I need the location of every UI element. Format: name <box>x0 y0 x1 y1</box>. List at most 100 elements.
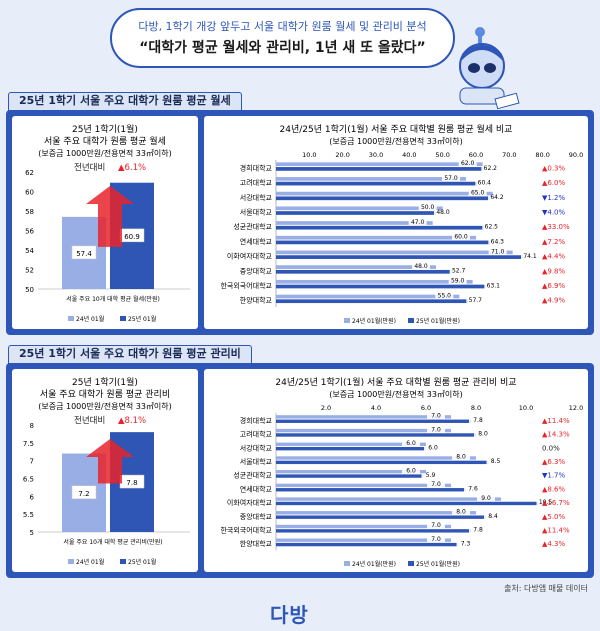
bar-2024 <box>276 456 476 460</box>
data-label: 60.0 <box>454 234 468 241</box>
x-category-label: 서울 주요 10개 대학 평균 월세(만원) <box>66 295 160 303</box>
y-tick-label: 52 <box>25 267 34 275</box>
data-label: 10.5 <box>539 499 553 506</box>
chart-subtitle-2: (보증금 1000만원/전용면적 33㎡이하) <box>38 148 172 158</box>
bar-2024 <box>276 428 451 433</box>
category-label: 성균관대학교 <box>233 222 272 231</box>
rent-compare-card: 24년/25년 1학기(1월) 서울 주요 대학별 원룸 평균 월세 비교 (보증… <box>204 116 588 329</box>
chart-title: 24년/25년 1학기(1월) 서울 주요 대학별 원룸 평균 월세 비교 <box>280 123 513 135</box>
data-label: 57.0 <box>444 175 458 182</box>
fee-summary-chart: 25년 1학기(1월)서울 주요 대학가 원룸 평균 관리비(보증금 1000만… <box>23 376 190 566</box>
fee-compare-chart: 24년/25년 1학기(1월) 서울 주요 대학별 원룸 평균 관리비 비교(보… <box>220 376 583 568</box>
bar-2025 <box>276 299 469 304</box>
annotation-bg <box>68 413 156 427</box>
legend-label: 24년 01월 <box>76 558 104 566</box>
chart-title: 24년/25년 1학기(1월) 서울 주요 대학별 원룸 평균 관리비 비교 <box>275 376 516 388</box>
data-label: 5.9 <box>426 472 436 479</box>
data-label-box <box>475 180 494 187</box>
change-label: ▲33.0% <box>542 223 570 231</box>
data-label-box <box>468 190 487 197</box>
fee-panel: 25년 1학기(1월) 서울 주요 대학가 원룸 평균 관리비 (보증금 1000만… <box>6 363 594 578</box>
category-label: 서강대학교 <box>240 193 273 202</box>
data-label: 7.0 <box>431 481 441 488</box>
x-tick-label: 4.0 <box>371 404 381 412</box>
change-label: ▼4.0% <box>542 208 566 216</box>
fee-compare-card: 24년/25년 1학기(1월) 서울 주요 대학별 원룸 평균 관리비 비교 (보… <box>204 369 588 572</box>
dabang-logo: 다방 <box>270 603 309 627</box>
data-label: 62.2 <box>484 165 498 172</box>
change-label: ▲16.7% <box>542 499 570 507</box>
y-tick-label: 54 <box>25 247 34 255</box>
chart-subtitle: 서울 주요 대학가 원룸 평균 관리비 <box>40 389 170 400</box>
legend-swatch <box>68 316 74 321</box>
category-label: 서울대학교 <box>240 457 273 466</box>
chart-subtitle: (보증금 1000만원/전용면적 33㎡이하) <box>329 136 463 146</box>
data-label-box <box>484 283 503 290</box>
change-label: ▲9.8% <box>542 267 566 275</box>
change-label: ▲7.2% <box>542 238 566 246</box>
data-label: 71.0 <box>491 248 505 255</box>
data-label-box <box>71 245 97 260</box>
data-label: 64.3 <box>491 238 505 245</box>
data-label-box <box>466 298 485 305</box>
data-label-box <box>456 541 475 548</box>
data-label-box <box>477 496 495 502</box>
bar-2024 <box>276 469 426 474</box>
change-label: ▲4.9% <box>542 297 566 305</box>
headline-subtitle: 다방, 1학기 개강 앞두고 서울 대학가 원룸 월세 및 관리비 분석 <box>138 20 427 33</box>
data-label-box <box>464 487 482 493</box>
data-label-box <box>481 166 500 172</box>
category-label: 성균관대학교 <box>233 471 272 480</box>
bar-2024 <box>276 279 473 284</box>
annotation-label: 전년대비 <box>74 162 105 173</box>
bar-2025 <box>276 529 471 533</box>
data-label-box <box>486 459 505 466</box>
legend-label: 25년 01월 <box>128 315 156 323</box>
data-label-box <box>469 528 487 534</box>
x-tick-label: 50.0 <box>435 151 449 159</box>
bar-2025 <box>276 196 490 201</box>
data-label: 7.2 <box>78 490 89 498</box>
data-label: 6.0 <box>406 440 416 447</box>
change-label: ▲11.4% <box>542 417 570 425</box>
legend-swatch <box>344 318 350 323</box>
mascot-icon <box>459 27 520 110</box>
category-label: 중앙대학교 <box>240 512 273 521</box>
rent-panel: 25년 1학기(1월) 서울 주요 대학가 원룸 평균 월세 (보증금 1000만원… <box>6 110 594 335</box>
annotation-value: ▲6.1% <box>118 163 146 173</box>
y-tick-label: 6 <box>30 493 35 501</box>
category-label: 한국외국어대학교 <box>220 281 272 290</box>
data-label: 7.3 <box>461 540 471 547</box>
data-label-box <box>448 278 467 285</box>
change-label: ▼1.2% <box>542 194 566 202</box>
bar-2025 <box>276 460 489 465</box>
x-tick-label: 10.0 <box>302 151 316 159</box>
data-label-box <box>452 234 470 241</box>
data-label-box <box>408 220 427 226</box>
annotation-label: 전년대비 <box>74 415 105 426</box>
category-label: 이화여자대학교 <box>227 252 273 261</box>
bar-2025 <box>276 419 471 423</box>
data-label: 8.0 <box>456 508 466 515</box>
y-tick-label: 5 <box>30 529 34 537</box>
data-label: 62.0 <box>461 160 475 167</box>
bar-2025 <box>276 284 487 289</box>
category-label: 서강대학교 <box>240 443 273 452</box>
bar-2025 <box>276 433 476 437</box>
x-tick-label: 70.0 <box>502 151 516 159</box>
increase-arrow-icon <box>86 439 134 484</box>
data-label: 8.5 <box>491 458 501 465</box>
category-label: 한국외국어대학교 <box>220 525 272 534</box>
data-label-box <box>427 482 445 489</box>
headline-title: “대학가 평균 월세와 관리비, 1년 새 또 올랐다” <box>139 40 426 56</box>
change-label: ▲0.3% <box>542 164 566 172</box>
change-label: ▲11.4% <box>542 526 570 534</box>
bar-2024 <box>276 497 501 501</box>
change-label: ▲6.0% <box>542 179 566 187</box>
data-label-box <box>435 293 454 300</box>
change-label: ▲8.6% <box>542 485 566 493</box>
data-label: 50.0 <box>421 204 435 211</box>
data-label: 6.0 <box>428 444 438 451</box>
chart-title: 25년 1학기(1월) <box>72 376 138 388</box>
y-tick-label: 50 <box>25 286 34 294</box>
